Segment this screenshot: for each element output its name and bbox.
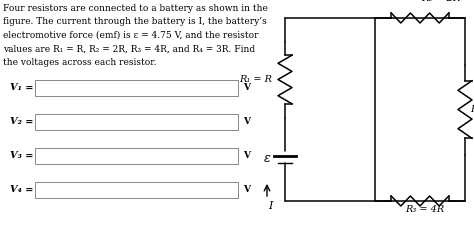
Text: V: V	[243, 151, 250, 161]
Text: figure. The current through the battery is I, the battery’s: figure. The current through the battery …	[3, 17, 267, 27]
Text: I: I	[268, 201, 273, 211]
Text: R₃ = 4R: R₃ = 4R	[405, 205, 445, 214]
Text: Four resistors are connected to a battery as shown in the: Four resistors are connected to a batter…	[3, 4, 268, 13]
Text: electromotive force (emf) is ε = 4.75 V, and the resistor: electromotive force (emf) is ε = 4.75 V,…	[3, 31, 258, 40]
Text: V: V	[243, 185, 250, 195]
Text: the voltages across each resistor.: the voltages across each resistor.	[3, 58, 156, 67]
Text: ε: ε	[264, 153, 271, 165]
Text: V: V	[243, 117, 250, 127]
Text: V: V	[243, 83, 250, 93]
Text: V₂ =: V₂ =	[10, 117, 33, 127]
Text: V₁ =: V₁ =	[10, 83, 33, 93]
Text: values are R₁ = R, R₂ = 2R, R₃ = 4R, and R₄ = 3R. Find: values are R₁ = R, R₂ = 2R, R₃ = 4R, and…	[3, 45, 255, 54]
Text: R₄ = 3R: R₄ = 3R	[470, 105, 474, 114]
Bar	[35, 182, 238, 198]
Bar	[35, 148, 238, 164]
Text: R₂ = 2R: R₂ = 2R	[421, 0, 460, 3]
Text: V₃ =: V₃ =	[10, 151, 33, 161]
Bar	[35, 80, 238, 96]
Text: R₁ = R: R₁ = R	[239, 75, 272, 84]
Bar	[35, 114, 238, 130]
Text: V₄ =: V₄ =	[10, 185, 33, 195]
